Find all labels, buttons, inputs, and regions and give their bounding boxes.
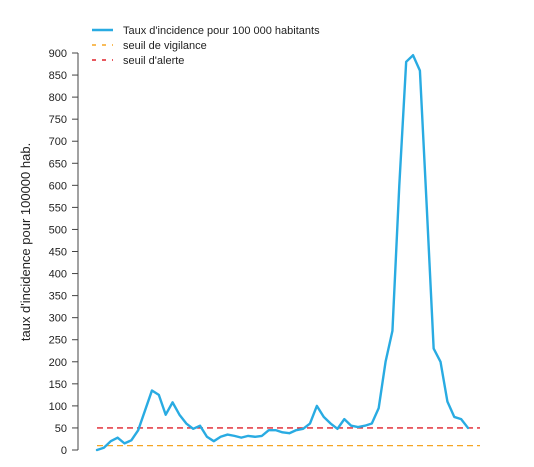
y-tick-label: 800	[49, 92, 67, 104]
y-tick-label: 700	[49, 136, 67, 148]
y-tick-label: 300	[49, 313, 67, 325]
y-tick-label: 400	[49, 269, 67, 281]
y-axis: 0 50 100 150 200 250 300 350 400 450 500 550 600 650 7…	[49, 48, 79, 457]
legend-label: Taux d'incidence pour 100 000 habitants	[123, 25, 320, 37]
y-tick-label: 250	[49, 335, 67, 347]
y-tick-label: 350	[49, 291, 67, 303]
y-tick-label: 550	[49, 202, 67, 214]
y-tick-label: 500	[49, 224, 67, 236]
y-tick-label: 0	[61, 445, 67, 457]
y-tick-label: 850	[49, 70, 67, 82]
y-tick-label: 150	[49, 379, 67, 391]
y-axis-label: taux d'incidence pour 100000 hab.	[18, 143, 33, 341]
y-tick-label: 50	[55, 423, 67, 435]
y-tick-label: 450	[49, 247, 67, 259]
legend-label: seuil de vigilance	[123, 40, 207, 52]
y-tick-label: 750	[49, 114, 67, 126]
y-tick-label: 650	[49, 158, 67, 170]
series-lines	[95, 54, 470, 452]
y-tick-label: 900	[49, 48, 67, 60]
series-line	[95, 54, 470, 452]
legend: Taux d'incidence pour 100 000 habitants s…	[92, 25, 320, 67]
y-tick-label: 100	[49, 401, 67, 413]
y-tick-label: 200	[49, 357, 67, 369]
threshold-lines	[97, 427, 480, 447]
y-tick-label: 600	[49, 180, 67, 192]
legend-label: seuil d'alerte	[123, 55, 184, 67]
